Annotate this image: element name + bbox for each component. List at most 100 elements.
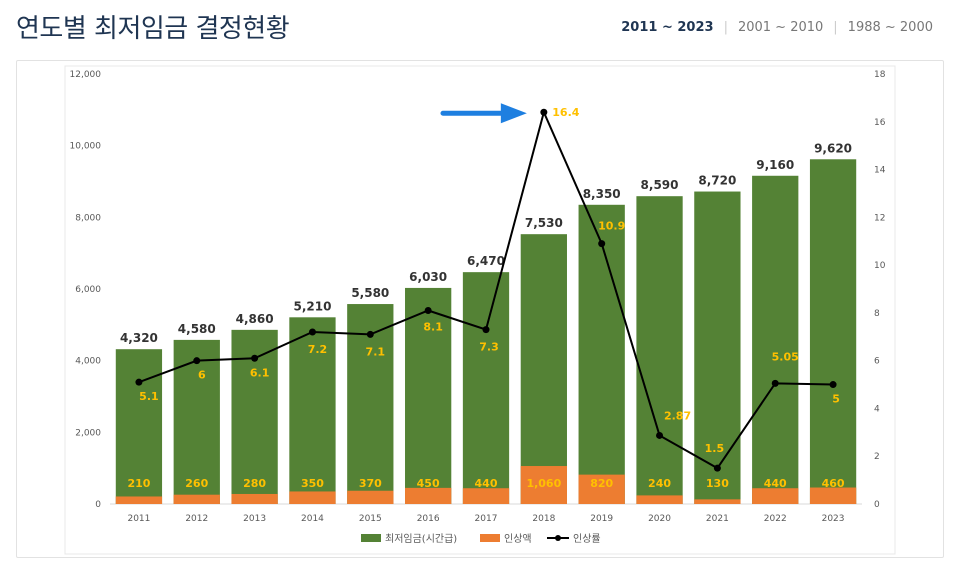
- wage-bar: [694, 191, 741, 505]
- tab-divider: |: [833, 20, 838, 35]
- wage-bar: [289, 317, 336, 504]
- y-left-tick-label: 0: [95, 500, 101, 510]
- increase-value-label: 280: [243, 477, 266, 490]
- increase-value-label: 460: [822, 477, 845, 490]
- tab-1988-2000[interactable]: 1988 ~ 2000: [847, 20, 933, 35]
- x-tick-label: 2021: [706, 514, 729, 524]
- wage-value-label: 5,210: [293, 299, 331, 313]
- wage-value-label: 9,160: [756, 158, 794, 172]
- plot-border: [64, 65, 896, 555]
- wage-bar: [462, 272, 510, 504]
- increase-value-label: 130: [706, 477, 729, 490]
- y-right-tick-label: 16: [874, 118, 886, 128]
- wage-value-label: 4,860: [236, 312, 274, 326]
- rate-value-label: 16.4: [552, 106, 579, 119]
- x-tick-label: 2012: [185, 514, 208, 524]
- rate-point: [251, 354, 259, 362]
- increase-value-label: 350: [301, 477, 324, 490]
- rate-value-label: 2.87: [664, 409, 691, 422]
- wage-bar: [115, 349, 163, 504]
- increase-bar: [520, 466, 567, 504]
- increase-value-label: 370: [359, 477, 382, 490]
- increase-bar: [289, 491, 336, 504]
- y-left-tick-label: 12,000: [70, 70, 102, 80]
- wage-value-label: 6,030: [409, 270, 447, 284]
- rate-value-label: 1.5: [705, 442, 725, 455]
- rate-point: [829, 381, 837, 389]
- range-tabs: 2011 ~ 2023 | 2001 ~ 2010 | 1988 ~ 2000: [611, 20, 943, 35]
- rate-value-label: 5.1: [139, 390, 159, 403]
- x-tick-label: 2014: [301, 514, 324, 524]
- wage-value-label: 5,580: [351, 286, 389, 300]
- rate-point: [771, 379, 779, 387]
- y-right-tick-label: 18: [874, 70, 886, 80]
- x-tick-label: 2019: [590, 514, 613, 524]
- wage-value-label: 4,580: [178, 322, 216, 336]
- rate-value-label: 6: [198, 369, 206, 382]
- rate-value-label: 7.2: [308, 343, 328, 356]
- rate-point: [713, 464, 721, 472]
- wage-value-label: 6,470: [467, 254, 505, 268]
- y-left-tick-label: 10,000: [70, 142, 102, 152]
- increase-bar: [462, 488, 510, 504]
- increase-bar: [347, 490, 394, 504]
- x-tick-label: 2017: [475, 514, 498, 524]
- increase-bar: [115, 496, 163, 504]
- wage-bar: [520, 234, 567, 505]
- legend-label-rate: 인상률: [573, 533, 601, 545]
- increase-value-label: 210: [127, 477, 150, 490]
- tab-divider: |: [723, 20, 728, 35]
- increase-bar: [231, 493, 278, 504]
- x-tick-label: 2015: [359, 514, 382, 524]
- wage-bar: [405, 287, 452, 504]
- increase-bar: [694, 499, 741, 504]
- rate-value-label: 10.9: [598, 220, 625, 233]
- rate-point: [656, 431, 664, 439]
- y-right-tick-label: 4: [874, 404, 880, 414]
- wage-bar: [578, 204, 625, 504]
- rate-value-label: 6.1: [250, 366, 270, 379]
- increase-bar: [636, 495, 683, 504]
- rate-point: [135, 378, 143, 386]
- rate-value-label: 7.3: [479, 341, 499, 354]
- legend-swatch-wage: [361, 534, 381, 542]
- legend-label-increase: 인상액: [504, 533, 532, 545]
- y-left-tick-label: 2,000: [75, 428, 101, 438]
- increase-value-label: 450: [417, 477, 440, 490]
- legend-swatch-rate-dot: [555, 535, 561, 541]
- y-right-tick-label: 10: [874, 261, 886, 271]
- y-right-tick-label: 12: [874, 213, 885, 223]
- rate-point: [366, 330, 374, 338]
- rate-value-label: 8.1: [423, 321, 443, 334]
- increase-bar: [405, 487, 452, 504]
- tab-2011-2023[interactable]: 2011 ~ 2023: [621, 20, 714, 35]
- y-left-tick-label: 6,000: [75, 285, 101, 295]
- tab-2001-2010[interactable]: 2001 ~ 2010: [737, 20, 824, 35]
- x-tick-label: 2023: [822, 514, 845, 524]
- chart-frame: 0 2,000 4,000 6,000 8,000 10,000 12,000 0 2 4 6 8 10…: [16, 60, 944, 558]
- increase-bar: [173, 494, 220, 504]
- y-right-tick-label: 14: [874, 166, 886, 176]
- increase-bar: [809, 487, 857, 504]
- increase-bar: [578, 474, 625, 504]
- x-tick-label: 2013: [243, 514, 266, 524]
- y-right-tick-label: 6: [874, 357, 880, 367]
- increase-value-label: 440: [475, 477, 498, 490]
- wage-bar: [809, 159, 857, 504]
- increase-value-label: 240: [648, 477, 671, 490]
- annotation-arrow-head: [500, 103, 527, 124]
- x-tick-label: 2011: [127, 514, 150, 524]
- rate-point: [308, 328, 316, 336]
- y-right-tick-label: 0: [874, 500, 880, 510]
- x-tick-label: 2018: [532, 514, 555, 524]
- y-left-tick-label: 8,000: [75, 213, 101, 223]
- increase-value-label: 1,060: [526, 477, 561, 490]
- rate-point: [424, 307, 432, 314]
- rate-point: [540, 108, 548, 116]
- rate-value-label: 7.1: [366, 345, 386, 358]
- wage-value-label: 9,620: [814, 141, 852, 155]
- rate-point: [482, 326, 490, 334]
- rate-point: [193, 357, 201, 365]
- wage-value-label: 8,350: [583, 187, 621, 201]
- wage-value-label: 7,530: [525, 216, 563, 230]
